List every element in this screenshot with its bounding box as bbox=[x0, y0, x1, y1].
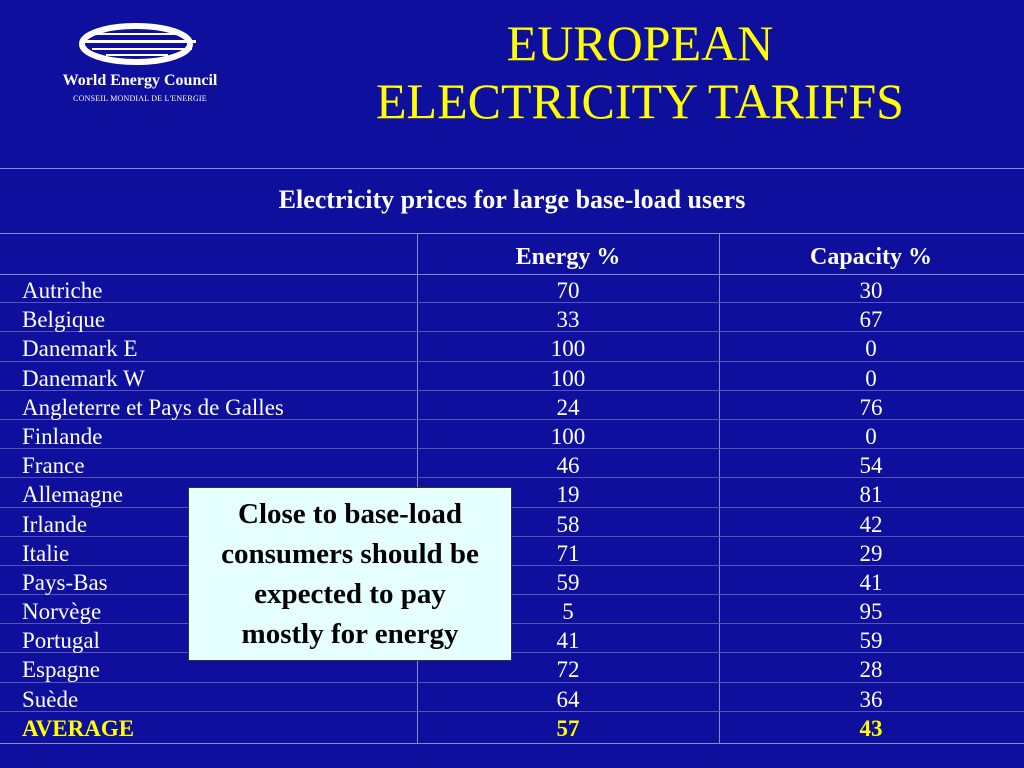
capacity-cell: 29 bbox=[859, 540, 883, 566]
energy-cell: 5 bbox=[562, 599, 574, 625]
country-cell: Allemagne bbox=[22, 482, 123, 508]
capacity-cell: 42 bbox=[859, 511, 883, 537]
table-row: Allemagne 19 81 bbox=[0, 478, 1024, 508]
capacity-cell: 76 bbox=[859, 394, 883, 420]
table-row: Danemark E 100 0 bbox=[0, 332, 1024, 362]
table-caption: Electricity prices for large base-load u… bbox=[0, 169, 1024, 234]
country-cell: Portugal bbox=[22, 628, 100, 654]
country-cell: Danemark E bbox=[22, 336, 138, 362]
capacity-cell: 54 bbox=[859, 453, 883, 479]
capacity-cell: 28 bbox=[859, 657, 883, 683]
callout-line: expected to pay bbox=[254, 578, 446, 610]
country-cell: Irlande bbox=[22, 511, 88, 537]
energy-cell: 72 bbox=[556, 657, 580, 683]
country-cell: Finlande bbox=[22, 423, 103, 449]
table-row: France 46 54 bbox=[0, 449, 1024, 479]
table-row: Norvège 5 95 bbox=[0, 595, 1024, 625]
logo-subtitle: CONSEIL MONDIAL DE L'ENERGIE bbox=[73, 94, 207, 103]
energy-cell: 100 bbox=[550, 423, 586, 449]
energy-cell: 19 bbox=[556, 482, 580, 508]
logo-name: World Energy Council bbox=[62, 72, 218, 89]
energy-cell: 33 bbox=[556, 307, 580, 333]
capacity-cell: 41 bbox=[859, 569, 883, 595]
callout-line: Close to base-load bbox=[238, 498, 462, 530]
table-row: Irlande 58 42 bbox=[0, 508, 1024, 537]
energy-cell: 58 bbox=[556, 511, 580, 537]
table-row: Espagne 72 28 bbox=[0, 653, 1024, 683]
country-cell: Italie bbox=[22, 540, 70, 566]
capacity-cell: 30 bbox=[859, 278, 883, 303]
world-energy-council-logo: World Energy Council CONSEIL MONDIAL DE … bbox=[40, 22, 240, 112]
energy-cell: 71 bbox=[556, 540, 580, 566]
country-cell: Suède bbox=[22, 686, 79, 712]
capacity-cell: 59 bbox=[859, 628, 883, 654]
country-cell: France bbox=[22, 453, 85, 479]
capacity-cell: 67 bbox=[859, 307, 883, 333]
globe-icon bbox=[79, 23, 196, 65]
table-row: Italie 71 29 bbox=[0, 537, 1024, 566]
tariff-table: Electricity prices for large base-load u… bbox=[0, 168, 1024, 744]
capacity-cell: 0 bbox=[865, 423, 877, 449]
table-row: Finlande 100 0 bbox=[0, 420, 1024, 450]
capacity-cell: 36 bbox=[859, 686, 883, 712]
page-title: EUROPEAN ELECTRICITY TARIFFS bbox=[260, 14, 1020, 130]
callout-line: mostly for energy bbox=[241, 618, 459, 650]
capacity-cell: 81 bbox=[859, 482, 883, 508]
country-cell: Espagne bbox=[22, 657, 100, 683]
header-energy: Energy % bbox=[515, 244, 621, 270]
table-row: Autriche 70 30 bbox=[0, 274, 1024, 304]
table-header-row: Energy % Capacity % bbox=[0, 234, 1024, 275]
capacity-cell: 0 bbox=[865, 336, 877, 362]
table-row: Angleterre et Pays de Galles 24 76 bbox=[0, 391, 1024, 420]
country-cell: Danemark W bbox=[22, 365, 145, 391]
table-body: Autriche 70 30 Belgique 33 67 Danemark E 100 0 Da… bbox=[0, 274, 1024, 741]
title-line-1: EUROPEAN bbox=[506, 15, 774, 71]
table-row: Suède 64 36 bbox=[0, 683, 1024, 712]
country-cell: Pays-Bas bbox=[22, 569, 108, 595]
energy-cell: 57 bbox=[556, 715, 580, 741]
header-country bbox=[0, 234, 417, 274]
capacity-cell: 95 bbox=[859, 599, 883, 625]
country-cell: Angleterre et Pays de Galles bbox=[22, 394, 284, 420]
title-line-2: ELECTRICITY TARIFFS bbox=[376, 73, 904, 129]
callout-line: consumers should be bbox=[221, 538, 479, 570]
average-row: AVERAGE 57 43 bbox=[0, 712, 1024, 741]
energy-cell: 70 bbox=[556, 278, 580, 303]
country-cell: Autriche bbox=[22, 278, 103, 303]
energy-cell: 100 bbox=[550, 365, 586, 391]
country-cell: AVERAGE bbox=[22, 715, 135, 741]
capacity-cell: 43 bbox=[859, 715, 883, 741]
table-row: Danemark W 100 0 bbox=[0, 362, 1024, 391]
energy-cell: 46 bbox=[556, 453, 580, 479]
energy-cell: 24 bbox=[556, 394, 580, 420]
column-divider bbox=[719, 233, 720, 743]
table-row: Belgique 33 67 bbox=[0, 303, 1024, 333]
energy-cell: 100 bbox=[550, 336, 586, 362]
energy-cell: 59 bbox=[556, 569, 580, 595]
country-cell: Belgique bbox=[22, 307, 106, 333]
energy-cell: 41 bbox=[556, 628, 580, 654]
capacity-cell: 0 bbox=[865, 365, 877, 391]
energy-cell: 64 bbox=[556, 686, 580, 712]
country-cell: Norvège bbox=[22, 599, 102, 625]
callout-box: Close to base-load consumers should be e… bbox=[188, 487, 512, 661]
table-row: Pays-Bas 59 41 bbox=[0, 566, 1024, 596]
table-row: Portugal 41 59 bbox=[0, 624, 1024, 654]
header-capacity: Capacity % bbox=[810, 244, 932, 270]
